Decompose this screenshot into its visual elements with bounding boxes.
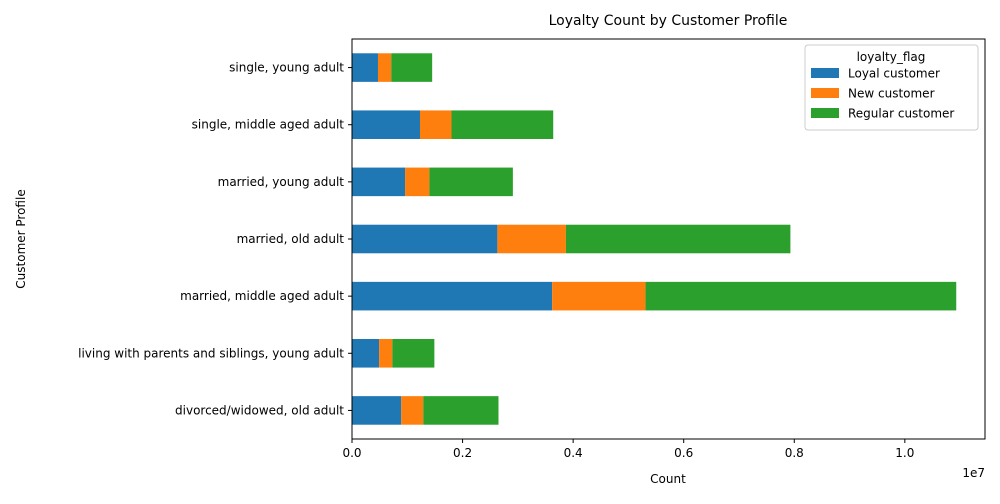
bar-segment-loyal-customer [352,224,498,254]
y-axis: divorced/widowed, old adult living with p… [78,61,352,417]
y-tick-label: single, middle aged adult [192,118,345,132]
x-tick-label: 0.2 [453,446,472,460]
bar-segment-new-customer [552,281,646,311]
legend-item-label: Loyal customer [848,67,940,81]
y-tick-label: married, young adult [218,175,345,189]
legend: loyalty_flag Loyal customer New customer R… [804,44,979,131]
x-tick-label: 1.0 [895,446,914,460]
y-tick-label: married, middle aged adult [180,289,344,303]
legend-swatch [811,108,839,118]
x-tick-label: 0.6 [674,446,693,460]
bar-segment-new-customer [401,396,424,425]
bar-segment-new-customer [377,53,392,82]
bar-segment-new-customer [405,167,430,197]
bar-segment-regular-customer [451,110,554,139]
y-tick-label: living with parents and siblings, young … [78,346,344,360]
legend-item-label: New customer [848,87,935,101]
y-axis-label: Customer Profile [14,189,28,288]
bar-segment-loyal-customer [352,53,378,82]
x-axis: 0.0 0.2 0.4 0.6 0.8 1.0 [342,439,914,460]
bar-segment-new-customer [419,110,452,139]
x-axis-offset-label: 1e7 [962,466,985,480]
bar-segment-loyal-customer [352,167,406,197]
legend-swatch [811,68,839,78]
bar-segment-regular-customer [391,53,433,82]
bar-segment-loyal-customer [352,339,380,368]
legend-title: loyalty_flag [857,50,926,64]
bar-segment-loyal-customer [352,396,402,425]
legend-swatch [811,88,839,98]
legend-frame [804,44,979,131]
bar-segment-regular-customer [645,281,957,311]
bar-segment-loyal-customer [352,110,420,139]
bar-segment-regular-customer [423,396,499,425]
plot-frame [351,38,986,440]
bar-segment-regular-customer [565,224,791,254]
y-tick-label: single, young adult [229,61,344,75]
bar-segment-new-customer [379,339,393,368]
legend-item-label: Regular customer [848,107,954,121]
bars-group [352,53,957,425]
chart-title: Loyalty Count by Customer Profile [549,13,788,29]
x-tick-label: 0.8 [785,446,804,460]
x-tick-label: 0.4 [564,446,583,460]
y-tick-label: divorced/widowed, old adult [175,403,344,417]
bar-segment-regular-customer [429,167,513,197]
bar-segment-regular-customer [392,339,435,368]
x-axis-label: Count [650,472,686,486]
bar-segment-loyal-customer [352,281,553,311]
y-tick-label: married, old adult [237,232,345,246]
x-tick-label: 0.0 [342,446,361,460]
bar-segment-new-customer [497,224,566,254]
